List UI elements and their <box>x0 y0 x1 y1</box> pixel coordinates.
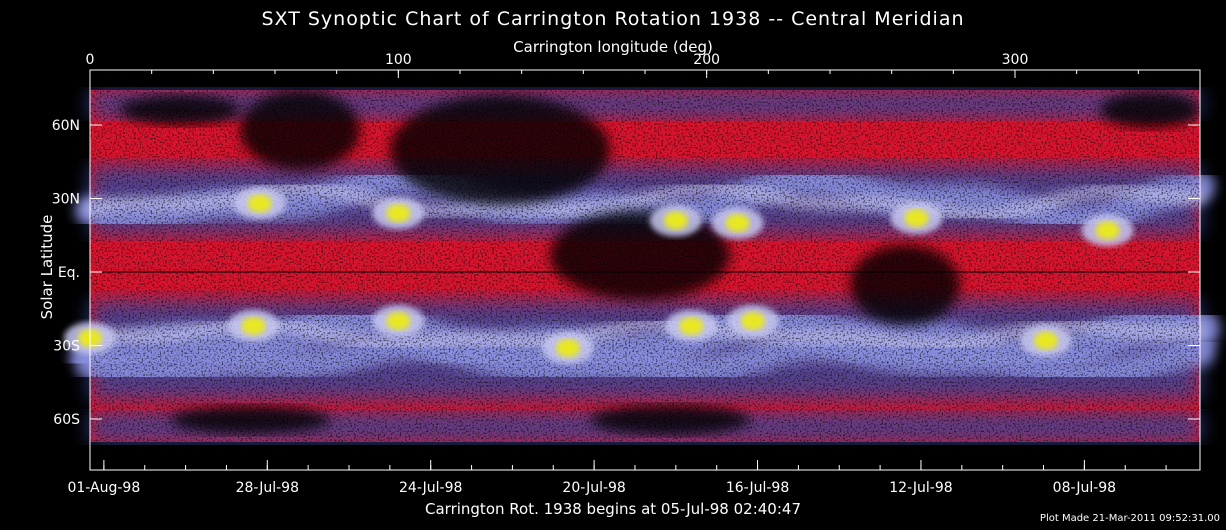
bottom-tick-label: 08-Jul-98 <box>1053 480 1116 496</box>
speckle-overlay <box>90 90 1200 442</box>
bottom-tick-label: 24-Jul-98 <box>399 480 462 496</box>
active-region <box>740 312 765 330</box>
active-region <box>386 204 411 223</box>
rotation-note: Carrington Rot. 1938 begins at 05-Jul-98… <box>425 500 801 518</box>
top-tick-label: 0 <box>86 52 95 68</box>
active-region <box>725 214 750 232</box>
active-region <box>555 338 580 357</box>
active-region <box>1095 221 1120 240</box>
y-tick-label: 30N <box>52 192 80 208</box>
chart-title: SXT Synoptic Chart of Carrington Rotatio… <box>261 8 965 30</box>
y-tick-label: 60N <box>52 118 80 134</box>
top-axis-label: Carrington longitude (deg) <box>513 38 713 56</box>
active-region <box>247 194 272 213</box>
bottom-tick-label: 01-Aug-98 <box>67 480 140 496</box>
y-tick-label: Eq. <box>58 265 80 281</box>
bottom-tick-label: 16-Jul-98 <box>726 480 789 496</box>
bottom-tick-label: 12-Jul-98 <box>889 480 952 496</box>
active-region <box>663 211 688 230</box>
plot-made-stamp: Plot Made 21-Mar-2011 09:52:31.00 <box>1039 513 1220 524</box>
y-tick-label: 60S <box>53 412 80 428</box>
bottom-tick-label: 20-Jul-98 <box>562 480 625 496</box>
top-tick-label: 100 <box>385 52 412 68</box>
active-region <box>241 316 266 335</box>
active-region <box>1033 331 1058 350</box>
active-region <box>904 209 929 228</box>
y-tick-label: 30S <box>53 339 80 355</box>
top-tick-label: 300 <box>1002 52 1029 68</box>
active-region <box>679 316 704 335</box>
bottom-tick-label: 28-Jul-98 <box>236 480 299 496</box>
top-tick-label: 200 <box>693 52 720 68</box>
active-region <box>386 312 411 330</box>
